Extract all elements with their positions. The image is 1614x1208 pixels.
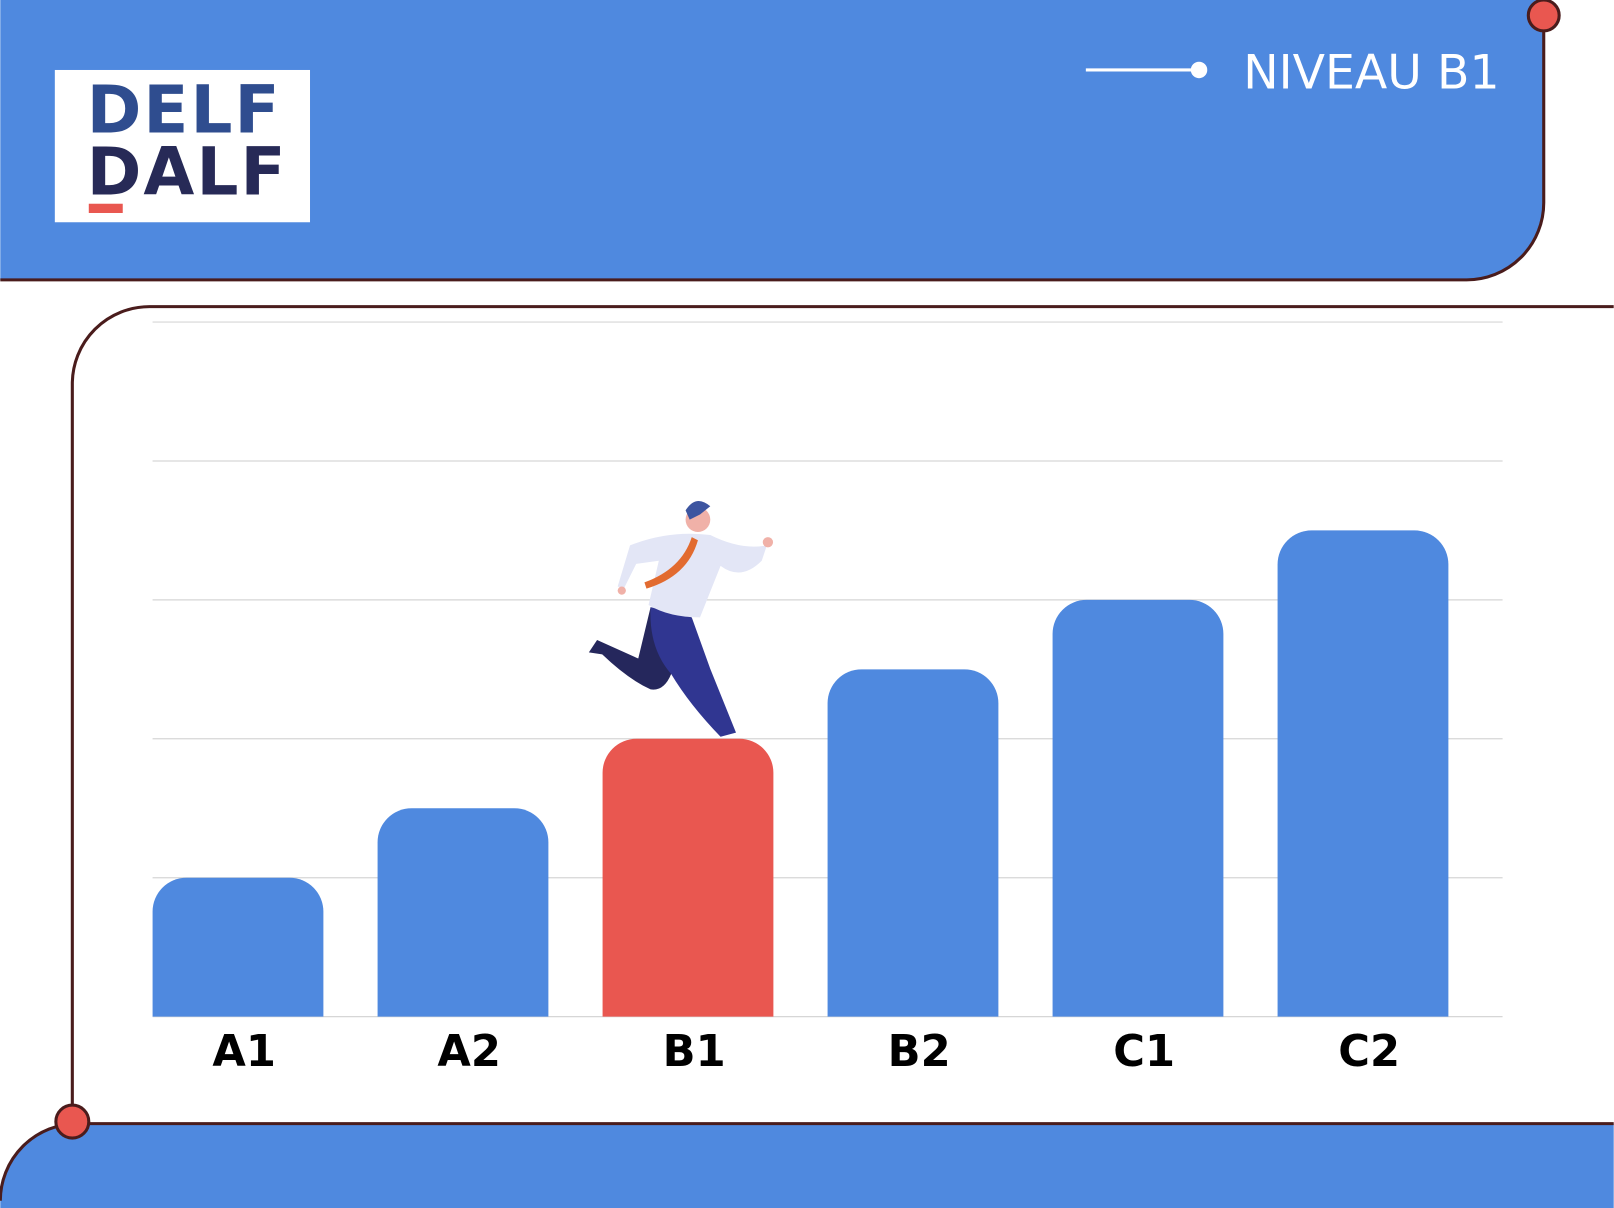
header-border: [0, 0, 1546, 282]
bar: [602, 738, 774, 1017]
badge-dot: [1190, 61, 1208, 79]
bar: [1277, 530, 1449, 1017]
bar: [152, 877, 324, 1017]
chart-frame: [70, 305, 1614, 1122]
x-tick-label: A1: [212, 1027, 276, 1077]
bar: [377, 808, 549, 1017]
level-badge: NIVEAU B1: [1243, 45, 1499, 100]
bar: [1052, 599, 1224, 1017]
footer-dot: [54, 1103, 91, 1140]
x-tick-label: C2: [1338, 1027, 1400, 1077]
x-tick-label: B1: [663, 1027, 726, 1077]
x-tick-label: B2: [888, 1027, 951, 1077]
logo-line: DELF: [87, 72, 282, 149]
logo-line: DALF: [87, 133, 288, 210]
bar: [827, 669, 999, 1017]
header-dot: [1526, 0, 1561, 33]
logo-box: [54, 69, 311, 223]
plot: A1 A2 B1 B2 C1 C2: [152, 321, 1503, 1077]
runner-illustration: [588, 500, 774, 737]
logo-underline: [88, 203, 123, 213]
x-tick-label: A2: [437, 1027, 501, 1077]
footer-band: [0, 1123, 1614, 1208]
x-tick-label: C1: [1113, 1027, 1175, 1077]
